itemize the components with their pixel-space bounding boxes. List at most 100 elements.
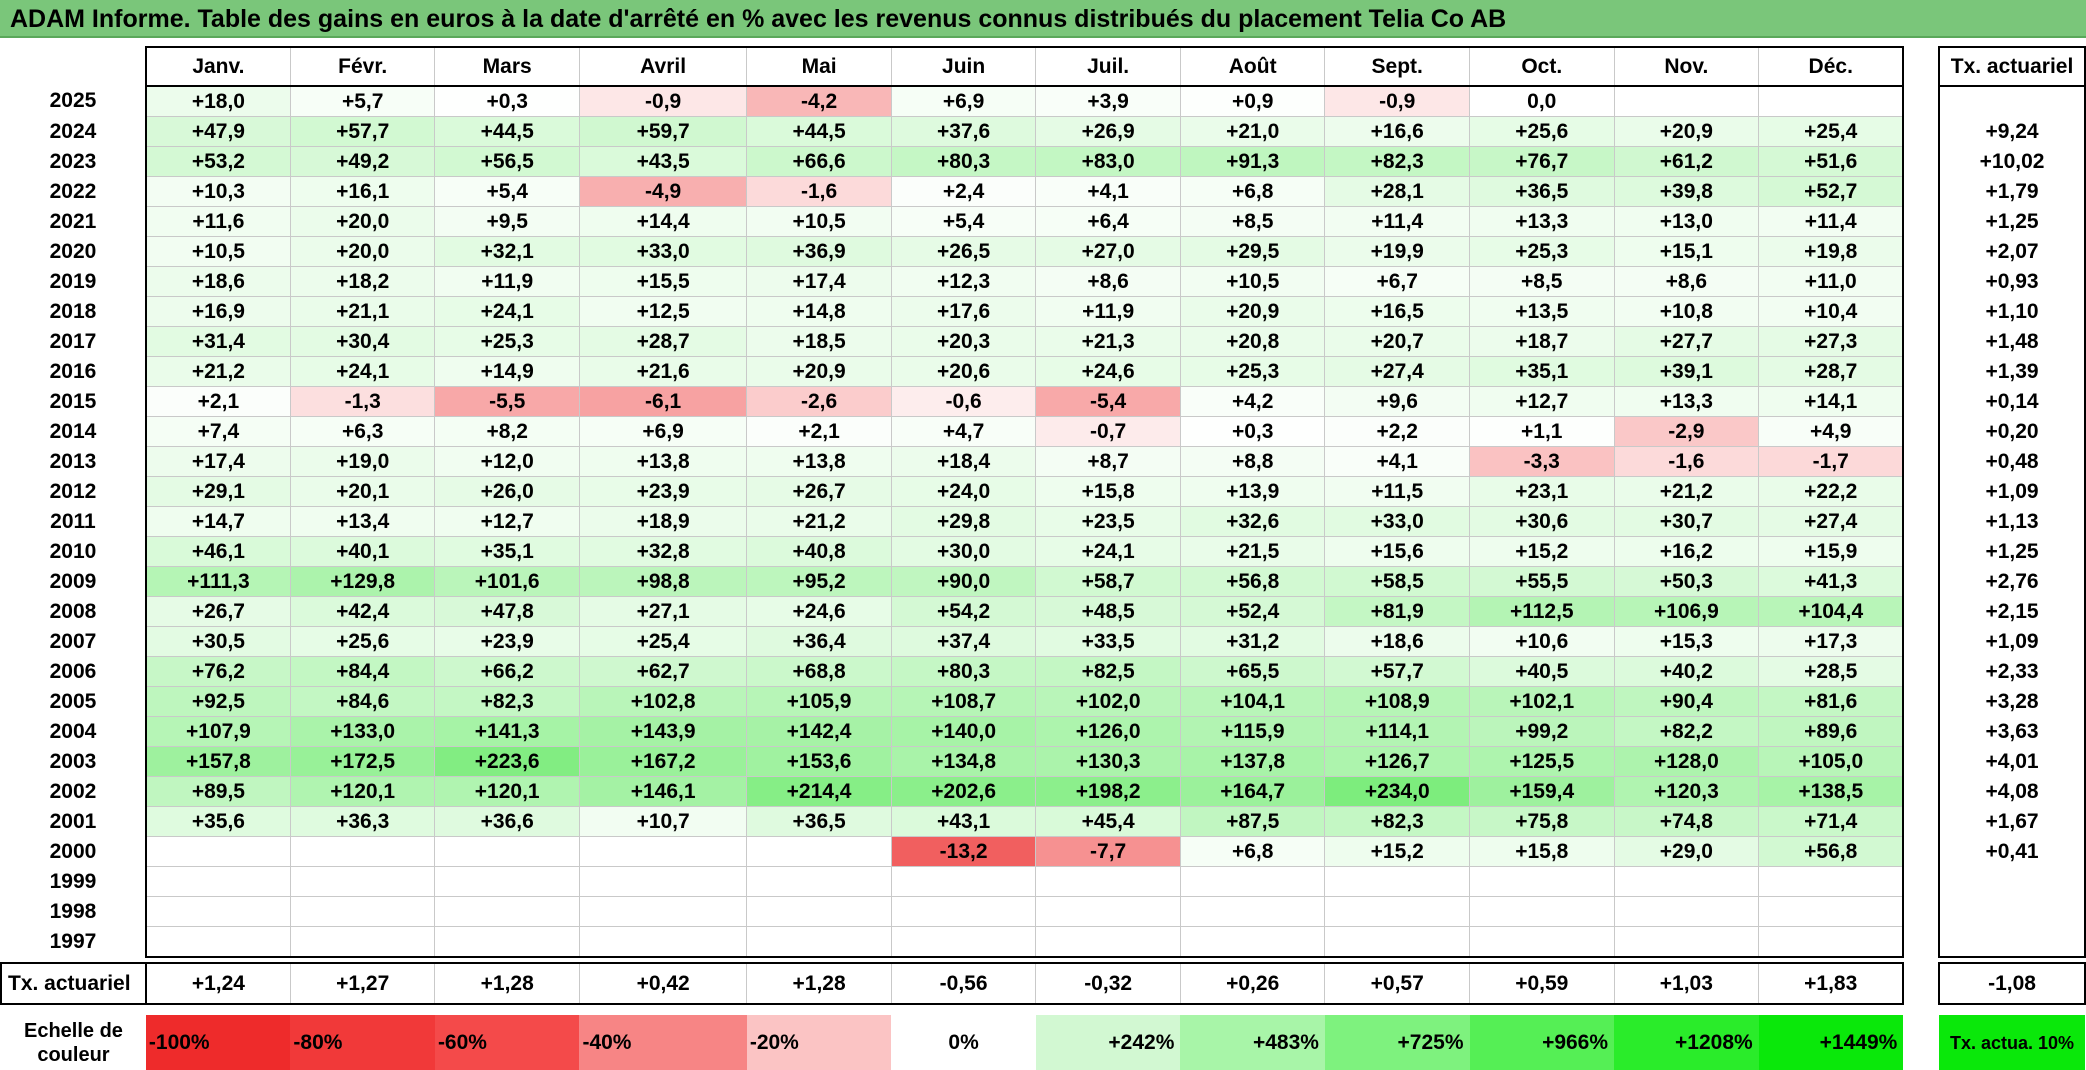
spacer-cell [1903, 897, 1939, 927]
year-label: 2012 [49, 479, 97, 503]
table-row: 2008 +26,7 +42,4 +47,8 +27,1 +24,6 +54,2 +48,5 +… [1, 596, 2086, 627]
gain-cell: +13,8 [578, 446, 748, 477]
gain-cell: +0,9 [1179, 85, 1326, 117]
year-label: 2008 [49, 599, 97, 623]
gain-cell: +76,2 [144, 656, 291, 687]
gain-cell: +74,8 [1613, 806, 1760, 837]
gain-cell: +37,4 [890, 626, 1037, 657]
gain-cell: -5,4 [1035, 386, 1181, 417]
gain-cell: +19,9 [1324, 236, 1470, 267]
table-row: 2021 +11,6 +20,0 +9,5 +14,4 +10,5 +5,4 +6,4 +8,5… [1, 206, 2086, 237]
spacer-cell [1903, 657, 1939, 687]
gain-cell: +4,1 [1324, 446, 1470, 477]
gain-cell [434, 836, 580, 867]
gain-cell: +133,0 [289, 716, 436, 747]
gain-cell [1613, 866, 1760, 897]
annual-rate-cell: +1,79 [1938, 176, 2086, 207]
annual-rate-cell [1938, 866, 2086, 897]
spacer-cell [1903, 477, 1939, 507]
report-title: ADAM Informe. Table des gains en euros à… [0, 0, 2086, 38]
gain-cell: +16,9 [144, 296, 291, 327]
gain-cell: +87,5 [1179, 806, 1326, 837]
gain-cell: +52,4 [1179, 596, 1326, 627]
table-row: 1999 [1, 866, 2086, 897]
gain-cell: +27,7 [1613, 326, 1760, 357]
gain-cell: +11,6 [144, 206, 291, 237]
gain-cell: +167,2 [578, 746, 748, 777]
spacer-cell [1903, 237, 1939, 267]
gain-cell: +65,5 [1179, 656, 1326, 687]
gain-cell: +29,1 [144, 476, 291, 507]
gain-cell: +102,1 [1469, 686, 1615, 717]
gain-cell: +30,4 [289, 326, 436, 357]
gain-cell: +44,5 [434, 116, 580, 147]
gain-cell [434, 926, 580, 958]
scale-swatch: +483% [1180, 1015, 1325, 1070]
color-scale-row: Echelle de couleur -100% -80% -60% -40% -20% 0… [1, 1015, 2085, 1070]
gain-cell: +20,9 [746, 356, 892, 387]
gain-cell: +25,3 [1179, 356, 1326, 387]
gain-cell: +17,4 [746, 266, 892, 297]
gain-cell: +30,6 [1469, 506, 1615, 537]
gain-cell: +172,5 [289, 746, 436, 777]
spacer-cell [1903, 327, 1939, 357]
gain-cell: +18,4 [890, 446, 1037, 477]
gain-cell: +5,4 [890, 206, 1037, 237]
spacer-cell [1903, 807, 1939, 837]
gain-cell: +10,3 [144, 176, 291, 207]
gain-cell: +32,1 [434, 236, 580, 267]
gain-cell: +164,7 [1179, 776, 1326, 807]
annual-rate-cell: +2,15 [1938, 596, 2086, 627]
gain-cell: +50,3 [1613, 566, 1760, 597]
gap-cell [1, 1004, 2085, 1015]
gain-cell: +82,5 [1035, 656, 1181, 687]
gain-cell: +28,7 [1758, 356, 1905, 387]
gain-cell: +41,3 [1758, 566, 1905, 597]
gain-cell: +29,0 [1613, 836, 1760, 867]
gain-cell: +24,1 [289, 356, 436, 387]
gain-cell: +0,3 [1179, 416, 1326, 447]
gain-cell: +7,4 [144, 416, 291, 447]
gain-cell: +47,9 [144, 116, 291, 147]
year-label: 2017 [49, 329, 97, 353]
gain-cell: +25,3 [1469, 236, 1615, 267]
scale-swatch: -80% [290, 1015, 435, 1070]
gain-cell: +24,0 [890, 476, 1037, 507]
gain-cell: +30,5 [144, 626, 291, 657]
gain-cell: +76,7 [1469, 146, 1615, 177]
year-label: 2021 [49, 209, 97, 233]
gain-cell: +46,1 [144, 536, 291, 567]
gain-cell [890, 896, 1037, 927]
gain-cell: +35,1 [434, 536, 580, 567]
gain-cell: +5,7 [289, 85, 436, 117]
spacer-cell [1903, 627, 1939, 657]
gain-cell: +71,4 [1758, 806, 1905, 837]
gain-cell [746, 866, 892, 897]
scale-swatch: -100% [145, 1015, 291, 1070]
spacer-cell [1903, 1015, 1939, 1070]
gain-cell: +129,8 [289, 566, 436, 597]
gain-cell: +25,4 [578, 626, 748, 657]
gain-cell: +6,9 [890, 85, 1037, 117]
gain-cell: +98,8 [578, 566, 748, 597]
gain-cell: +81,9 [1324, 596, 1470, 627]
gain-cell: +20,9 [1179, 296, 1326, 327]
month-header: Juin [890, 46, 1037, 87]
gain-cell: +57,7 [1324, 656, 1470, 687]
gain-cell: +12,5 [578, 296, 748, 327]
gain-cell: +115,9 [1179, 716, 1326, 747]
gain-cell: +4,1 [1035, 176, 1181, 207]
gain-cell: -4,9 [578, 176, 748, 207]
gain-cell [144, 836, 291, 867]
gain-cell: +153,6 [746, 746, 892, 777]
table-row: 2019 +18,6 +18,2 +11,9 +15,5 +17,4 +12,3 +8,6 +1… [1, 266, 2086, 297]
gain-cell: +11,0 [1758, 266, 1905, 297]
gain-cell: +39,8 [1613, 176, 1760, 207]
table-row: 2010 +46,1 +40,1 +35,1 +32,8 +40,8 +30,0 +24,1 +… [1, 536, 2086, 567]
tx-value-cell: +0,57 [1324, 962, 1470, 1005]
month-header: Nov. [1613, 46, 1760, 87]
spacer-cell [1903, 507, 1939, 537]
gain-cell: +8,7 [1035, 446, 1181, 477]
gain-cell: +12,7 [434, 506, 580, 537]
gain-cell: +43,5 [578, 146, 748, 177]
